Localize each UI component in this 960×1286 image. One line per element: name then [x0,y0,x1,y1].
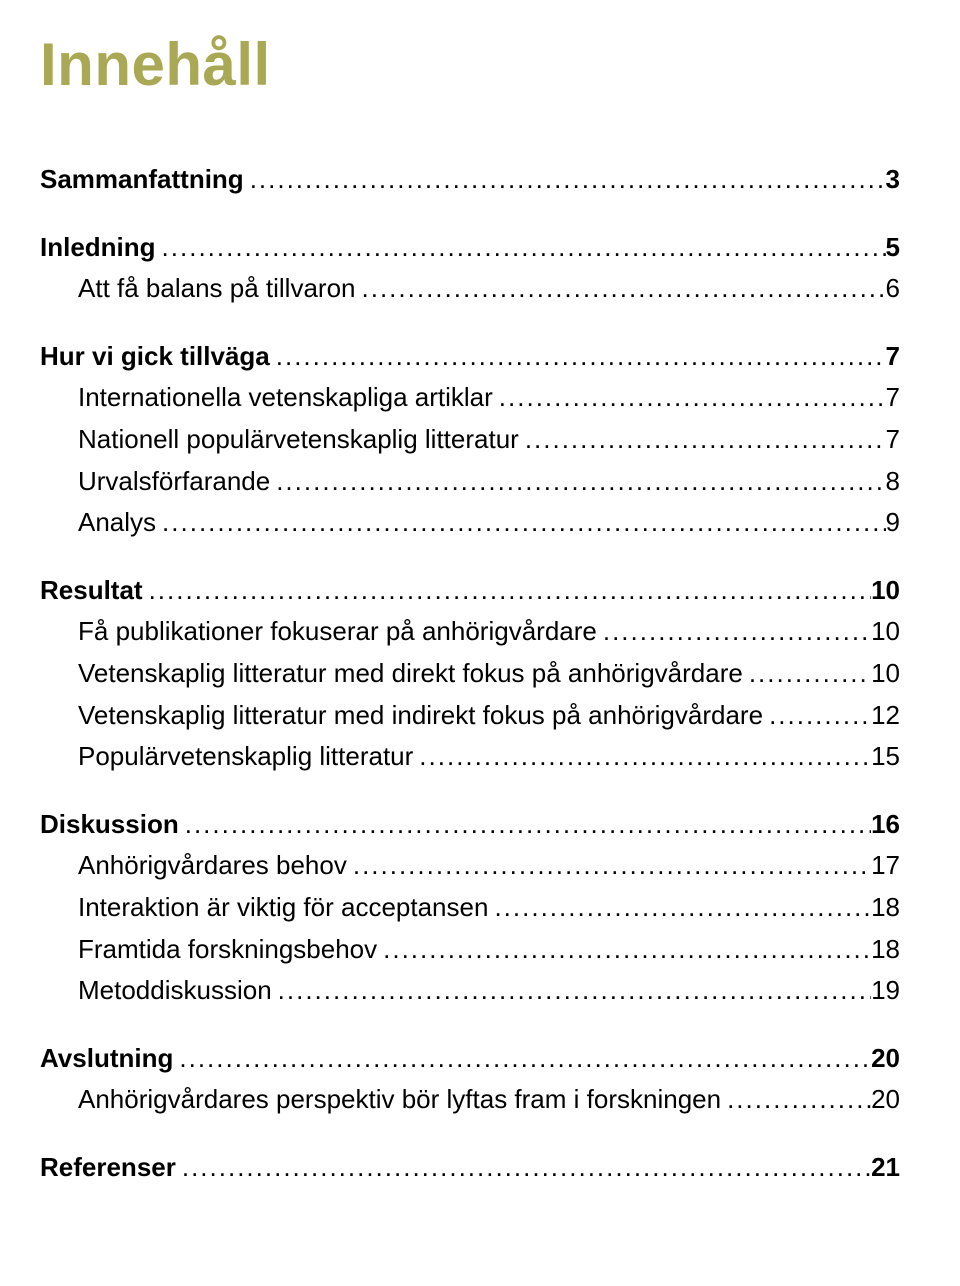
toc-leader: ........................................… [763,695,871,737]
toc-section: Hur vi gick tillväga....................… [40,336,900,544]
toc-heading[interactable]: Hur vi gick tillväga....................… [40,336,900,378]
toc-item-page: 7 [886,419,900,461]
toc-heading-page: 3 [886,159,900,201]
toc-item-page: 8 [886,461,900,503]
toc-leader: ........................................… [156,227,886,269]
toc-heading-page: 21 [871,1147,900,1189]
toc-item-label: Vetenskaplig litteratur med indirekt fok… [78,695,763,737]
toc-item[interactable]: Populärvetenskaplig litteratur..........… [40,736,900,778]
toc-item[interactable]: Urvalsförfarande........................… [40,461,900,503]
toc-item[interactable]: Att få balans på tillvaron..............… [40,268,900,310]
toc-leader: ........................................… [743,653,871,695]
toc-item[interactable]: Anhörigvårdares perspektiv bör lyftas fr… [40,1079,900,1121]
toc-item-label: Urvalsförfarande [78,461,270,503]
toc-leader: ........................................… [597,611,871,653]
toc-item-label: Anhörigvårdares perspektiv bör lyftas fr… [78,1079,721,1121]
toc-leader: ........................................… [721,1079,871,1121]
toc-item-label: Analys [78,502,156,544]
toc-leader: ........................................… [270,461,885,503]
toc-item-label: Metoddiskussion [78,970,272,1012]
toc-heading-label: Hur vi gick tillväga [40,336,270,378]
toc-heading[interactable]: Diskussion..............................… [40,804,900,846]
toc-item-page: 12 [871,695,900,737]
toc-leader: ........................................… [270,336,886,378]
toc-leader: ........................................… [173,1038,871,1080]
toc-leader: ........................................… [244,159,886,201]
toc-leader: ........................................… [488,887,871,929]
toc-item-label: Anhörigvårdares behov [78,845,347,887]
toc-leader: ........................................… [176,1147,871,1189]
toc-item-label: Framtida forskningsbehov [78,929,377,971]
toc-item-page: 10 [871,611,900,653]
toc-item[interactable]: Vetenskaplig litteratur med direkt fokus… [40,653,900,695]
toc-heading-label: Inledning [40,227,156,269]
toc-item-page: 18 [871,929,900,971]
toc-item[interactable]: Anhörigvårdares behov...................… [40,845,900,887]
toc-heading-page: 16 [871,804,900,846]
toc-section: Resultat................................… [40,570,900,778]
toc-heading-label: Sammanfattning [40,159,244,201]
toc-item-page: 20 [871,1079,900,1121]
toc-heading[interactable]: Resultat................................… [40,570,900,612]
toc-leader: ........................................… [272,970,871,1012]
toc-leader: ........................................… [413,736,871,778]
toc-item[interactable]: Internationella vetenskapliga artiklar..… [40,377,900,419]
document-page: Innehåll Sammanfattning.................… [0,0,960,1286]
page-title: Innehåll [40,30,900,99]
toc-heading[interactable]: Avslutning..............................… [40,1038,900,1080]
toc-section: Sammanfattning..........................… [40,159,900,201]
toc-leader: ........................................… [377,929,871,971]
toc-item-label: Att få balans på tillvaron [78,268,356,310]
toc-leader: ........................................… [493,377,886,419]
toc-item-page: 7 [886,377,900,419]
toc-item-page: 10 [871,653,900,695]
toc-item[interactable]: Analys..................................… [40,502,900,544]
toc-item[interactable]: Få publikationer fokuserar på anhörigvår… [40,611,900,653]
toc-item-label: Internationella vetenskapliga artiklar [78,377,493,419]
table-of-contents: Sammanfattning..........................… [40,159,900,1188]
toc-item[interactable]: Interaktion är viktig för acceptansen...… [40,887,900,929]
toc-heading-page: 7 [886,336,900,378]
toc-leader: ........................................… [347,845,871,887]
toc-section: Diskussion..............................… [40,804,900,1012]
toc-item-page: 17 [871,845,900,887]
toc-section: Referenser..............................… [40,1147,900,1189]
toc-heading-label: Resultat [40,570,143,612]
toc-item-label: Interaktion är viktig för acceptansen [78,887,488,929]
toc-item[interactable]: Nationell populärvetenskaplig litteratur… [40,419,900,461]
toc-leader: ........................................… [519,419,886,461]
toc-heading-label: Referenser [40,1147,176,1189]
toc-item-page: 9 [886,502,900,544]
toc-item[interactable]: Vetenskaplig litteratur med indirekt fok… [40,695,900,737]
toc-item-page: 18 [871,887,900,929]
toc-item-page: 6 [886,268,900,310]
toc-heading-page: 10 [871,570,900,612]
toc-leader: ........................................… [143,570,872,612]
toc-item-page: 19 [871,970,900,1012]
toc-heading-label: Diskussion [40,804,179,846]
toc-item-label: Vetenskaplig litteratur med direkt fokus… [78,653,743,695]
toc-leader: ........................................… [156,502,885,544]
toc-section: Inledning...............................… [40,227,900,310]
toc-item-page: 15 [871,736,900,778]
toc-item-label: Nationell populärvetenskaplig litteratur [78,419,519,461]
toc-item-label: Populärvetenskaplig litteratur [78,736,413,778]
toc-heading[interactable]: Sammanfattning..........................… [40,159,900,201]
toc-section: Avslutning..............................… [40,1038,900,1121]
toc-leader: ........................................… [179,804,871,846]
toc-item-label: Få publikationer fokuserar på anhörigvår… [78,611,597,653]
toc-heading-label: Avslutning [40,1038,173,1080]
toc-leader: ........................................… [356,268,886,310]
toc-heading-page: 20 [871,1038,900,1080]
toc-heading[interactable]: Inledning...............................… [40,227,900,269]
toc-heading[interactable]: Referenser..............................… [40,1147,900,1189]
toc-item[interactable]: Metoddiskussion.........................… [40,970,900,1012]
toc-item[interactable]: Framtida forskningsbehov................… [40,929,900,971]
toc-heading-page: 5 [886,227,900,269]
